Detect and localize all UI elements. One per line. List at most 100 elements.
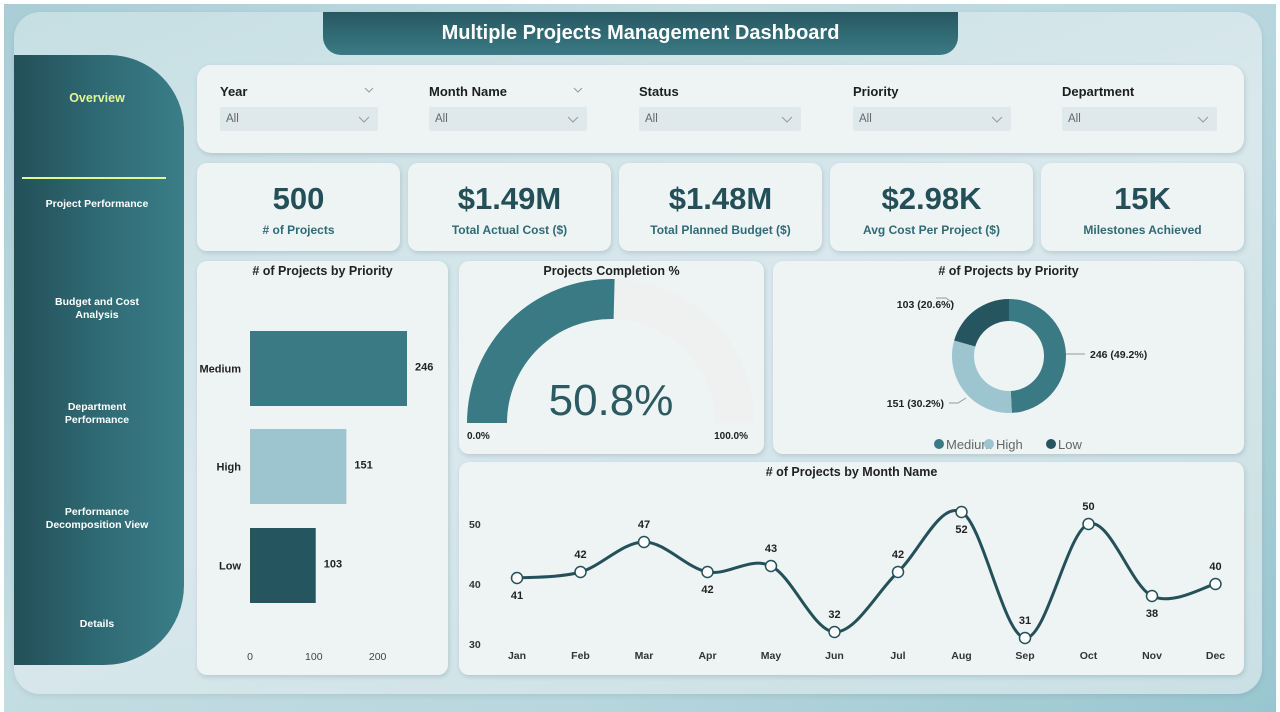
- filter-status-dropdown[interactable]: All: [639, 107, 801, 131]
- chevron-down-icon[interactable]: [573, 85, 583, 95]
- filter-priority-value: All: [859, 113, 872, 125]
- line-chart: 30 40 50 41 Jan 42 Feb 47 Mar 42 Apr 43 May 32 Jun 42 Ju…: [469, 501, 1225, 662]
- data-label: 38: [1146, 608, 1158, 620]
- chevron-down-icon[interactable]: [364, 85, 374, 95]
- kpi-label: Milestones Achieved: [1083, 223, 1202, 237]
- gauge-max-label: 100.0%: [714, 431, 748, 442]
- x-tick-label: May: [761, 650, 782, 662]
- filter-month-value: All: [435, 113, 448, 125]
- bar-category-label: High: [217, 462, 242, 474]
- leader-line: [949, 397, 967, 404]
- filter-status: Status All: [639, 83, 801, 131]
- chevron-down-icon: [358, 116, 370, 123]
- donut-slice-high: [952, 340, 1012, 413]
- filter-priority-label: Priority: [853, 84, 899, 99]
- line-chart-title: # of Projects by Month Name: [765, 465, 938, 479]
- filter-month-dropdown[interactable]: All: [429, 107, 587, 131]
- donut-label-medium: 246 (49.2%): [1090, 349, 1147, 361]
- bar-value-label: 151: [354, 460, 372, 472]
- donut-label-low: 103 (20.6%): [897, 299, 954, 311]
- data-label: 40: [1209, 561, 1221, 573]
- data-point-feb: [574, 565, 587, 579]
- gauge-title: Projects Completion %: [543, 264, 680, 278]
- data-label: 43: [765, 543, 777, 555]
- bar-low: [250, 528, 316, 603]
- line-chart-card: # of Projects by Month Name 30 40 50 41 Jan 4…: [459, 462, 1244, 675]
- data-point-aug: [955, 505, 968, 519]
- donut-label-high: 151 (30.2%): [887, 398, 944, 410]
- chevron-down-icon: [567, 116, 579, 123]
- kpi-card-actual-cost: $1.49M Total Actual Cost ($): [408, 163, 611, 251]
- donut-card: # of Projects by Priority 246 (49.2%) 151…: [773, 261, 1244, 454]
- filter-year-label: Year: [220, 84, 248, 99]
- x-tick-label: Apr: [698, 650, 716, 662]
- chevron-down-icon: [991, 116, 1003, 123]
- y-tick-label: 40: [469, 579, 481, 591]
- data-label: 42: [574, 549, 586, 561]
- filter-month-label: Month Name: [429, 84, 507, 99]
- filter-panel: Year All Month Name All Status All Prior…: [197, 65, 1244, 153]
- donut-slice-low: [954, 299, 1009, 347]
- filter-status-value: All: [645, 113, 658, 125]
- active-tab-underline: [22, 177, 166, 179]
- x-tick-label: Mar: [635, 650, 654, 662]
- filter-month-name: Month Name All: [429, 83, 587, 131]
- gauge-value: 50.8%: [549, 376, 674, 425]
- kpi-label: # of Projects: [262, 223, 335, 237]
- sidebar-item-overview[interactable]: Overview: [69, 91, 125, 105]
- filter-year-value: All: [226, 113, 239, 125]
- filter-department-label: Department: [1062, 84, 1135, 99]
- legend-label: Medium: [946, 437, 992, 452]
- filter-year-dropdown[interactable]: All: [220, 107, 378, 131]
- filter-priority-dropdown[interactable]: All: [853, 107, 1011, 131]
- x-tick-label: Feb: [571, 650, 590, 662]
- data-label: 50: [1082, 501, 1094, 513]
- bar-chart-card: # of Projects by Priority Medium 246 High 1…: [197, 261, 448, 675]
- kpi-value: $1.48M: [668, 181, 773, 216]
- kpi-card-projects: 500 # of Projects: [197, 163, 400, 251]
- filter-priority: Priority All: [853, 83, 1011, 131]
- data-label: 32: [828, 609, 840, 621]
- legend-label: Low: [1058, 437, 1082, 452]
- kpi-value: 500: [272, 181, 325, 216]
- kpi-value: 15K: [1114, 181, 1171, 216]
- series-line: [516, 508, 1216, 640]
- donut-title: # of Projects by Priority: [938, 264, 1079, 278]
- data-label: 52: [955, 524, 967, 536]
- bar-medium: [250, 331, 407, 406]
- gauge-min-label: 0.0%: [467, 431, 490, 442]
- sidebar-item-department-performance[interactable]: Department Performance: [64, 401, 130, 426]
- chevron-down-icon: [781, 116, 793, 123]
- data-point-dec: [1209, 577, 1222, 591]
- kpi-value: $2.98K: [881, 181, 982, 216]
- x-tick-label: Jan: [508, 650, 526, 662]
- x-tick-label: Aug: [951, 650, 971, 662]
- sidebar-item-budget-cost[interactable]: Budget and Cost Analysis: [55, 296, 139, 321]
- x-tick-label: 200: [369, 651, 387, 663]
- y-tick-label: 30: [469, 639, 481, 651]
- sidebar-item-performance-decomposition[interactable]: Performance Decomposition View: [45, 506, 149, 531]
- x-tick-label: Jun: [825, 650, 844, 662]
- x-tick-label: Nov: [1142, 650, 1162, 662]
- sidebar-item-project-performance[interactable]: Project Performance: [45, 198, 149, 210]
- bar-value-label: 103: [324, 559, 342, 571]
- gauge-chart: 50.8% 0.0% 100.0%: [467, 279, 755, 442]
- y-tick-label: 50: [469, 519, 481, 531]
- leader-line: [936, 297, 955, 305]
- x-tick-label: Dec: [1206, 650, 1225, 662]
- filter-department-dropdown[interactable]: All: [1062, 107, 1217, 131]
- filter-department: Department All: [1062, 83, 1217, 131]
- legend-marker-medium: [934, 439, 944, 449]
- bar-high: [250, 429, 347, 504]
- bar-category-label: Medium: [199, 364, 241, 376]
- sidebar-item-details[interactable]: Details: [79, 618, 115, 630]
- legend-marker-high: [984, 439, 994, 449]
- data-point-mar: [637, 535, 651, 549]
- data-point-oct: [1082, 517, 1095, 531]
- data-point-jan: [510, 571, 524, 585]
- x-tick-label: 0: [247, 651, 253, 663]
- kpi-card-milestones: 15K Milestones Achieved: [1041, 163, 1244, 251]
- kpi-card-planned-budget: $1.48M Total Planned Budget ($): [619, 163, 822, 251]
- data-point-jul: [891, 565, 905, 579]
- kpi-label: Total Actual Cost ($): [451, 223, 568, 237]
